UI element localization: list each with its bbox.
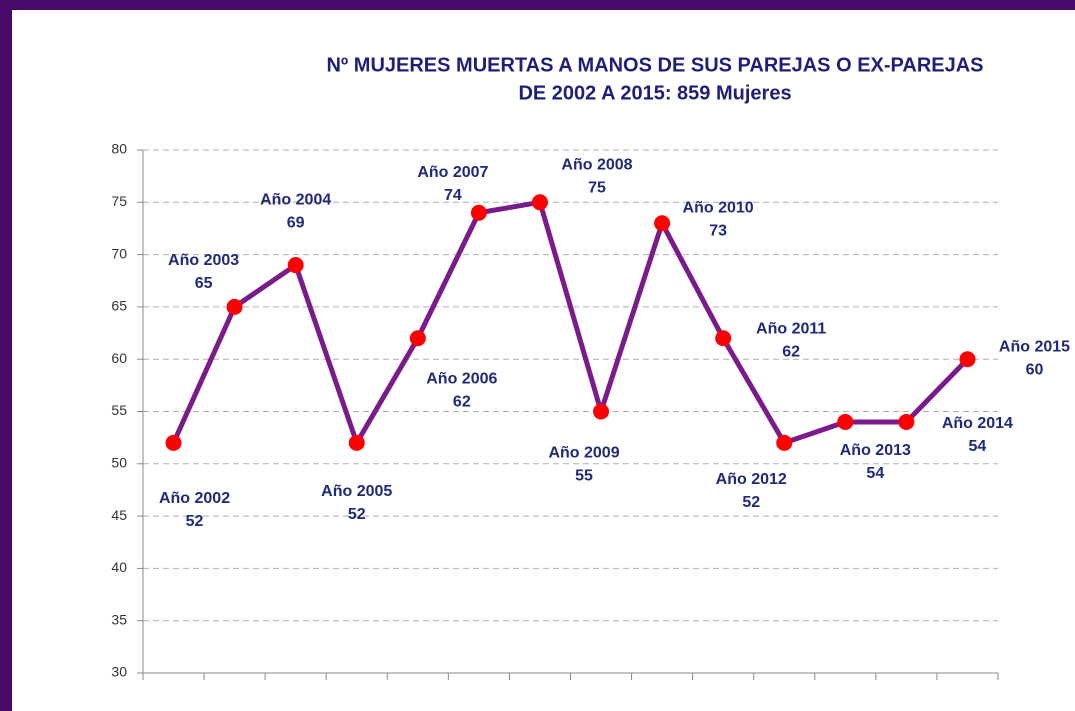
chart-title: Nº MUJERES MUERTAS A MANOS DE SUS PAREJA… [326, 54, 983, 76]
data-label-category: Año 2015 [999, 338, 1070, 355]
data-label-category: Año 2011 [756, 320, 826, 337]
data-label-category: Año 2010 [683, 199, 754, 216]
panel [12, 10, 1075, 711]
data-label-value: 54 [968, 438, 986, 455]
data-label-category: Año 2012 [716, 471, 787, 488]
data-label-category: Año 2013 [840, 442, 911, 459]
marker [715, 330, 732, 347]
marker [837, 413, 854, 430]
data-label-value: 62 [782, 343, 800, 360]
marker [165, 434, 182, 451]
y-tick-label: 40 [111, 559, 127, 575]
data-label-value: 54 [866, 465, 884, 482]
data-label-value: 52 [742, 494, 760, 511]
y-tick-label: 80 [111, 141, 127, 157]
data-label-category: Año 2006 [426, 370, 497, 387]
marker [654, 215, 671, 232]
data-label-value: 75 [588, 180, 606, 197]
data-label-category: Año 2009 [548, 445, 619, 462]
data-label-value: 52 [348, 506, 366, 523]
y-tick-label: 30 [111, 664, 127, 680]
marker [470, 204, 487, 221]
y-tick-label: 60 [111, 350, 127, 366]
data-label-value: 60 [1026, 361, 1044, 378]
data-label-value: 69 [287, 214, 305, 231]
y-tick-label: 50 [111, 455, 127, 471]
data-label-value: 55 [575, 468, 593, 485]
line [171, 199, 970, 446]
y-tick-label: 35 [111, 611, 127, 627]
marker [348, 434, 365, 451]
data-label-category: Año 2014 [942, 415, 1013, 432]
marker [287, 257, 304, 274]
y-tick-label: 55 [111, 402, 127, 418]
data-label-category: Año 2003 [168, 252, 239, 269]
data-label-value: 73 [709, 222, 727, 239]
data-label-category: Año 2008 [561, 157, 632, 174]
data-label-value: 74 [444, 187, 462, 204]
data-label-value: 62 [453, 393, 471, 410]
y-tick-label: 75 [111, 193, 127, 209]
data-label-category: Año 2005 [321, 483, 392, 500]
data-label-category: Año 2004 [260, 191, 331, 208]
y-tick-label: 65 [111, 298, 127, 314]
marker [226, 298, 243, 315]
data-label-value: 52 [186, 513, 204, 530]
y-tick-label: 45 [111, 507, 127, 523]
marker [776, 434, 793, 451]
marker [593, 403, 610, 420]
marker [409, 330, 426, 347]
data-label-value: 65 [195, 275, 213, 292]
data-label-category: Año 2007 [417, 164, 488, 181]
marker [959, 351, 976, 368]
marker [531, 194, 548, 211]
y-tick-label: 70 [111, 245, 127, 261]
data-label-category: Año 2002 [159, 490, 230, 507]
chart-subtitle: DE 2002 A 2015: 859 Mujeres [518, 82, 791, 104]
marker [898, 413, 915, 430]
